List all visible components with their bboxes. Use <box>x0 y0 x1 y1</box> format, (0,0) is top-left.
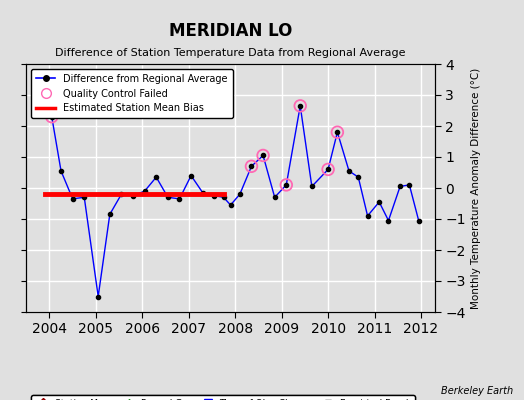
Text: Berkeley Earth: Berkeley Earth <box>441 386 514 396</box>
Text: Difference of Station Temperature Data from Regional Average: Difference of Station Temperature Data f… <box>56 48 406 58</box>
Point <box>247 163 256 170</box>
Text: MERIDIAN LO: MERIDIAN LO <box>169 22 292 40</box>
Point <box>333 129 342 135</box>
Legend: Station Move, Record Gap, Time of Obs. Change, Empirical Break: Station Move, Record Gap, Time of Obs. C… <box>31 396 414 400</box>
Point <box>296 103 304 109</box>
Point <box>324 166 332 173</box>
Point <box>48 114 56 120</box>
Point <box>259 152 267 159</box>
Point <box>282 182 290 188</box>
Y-axis label: Monthly Temperature Anomaly Difference (°C): Monthly Temperature Anomaly Difference (… <box>472 67 482 309</box>
